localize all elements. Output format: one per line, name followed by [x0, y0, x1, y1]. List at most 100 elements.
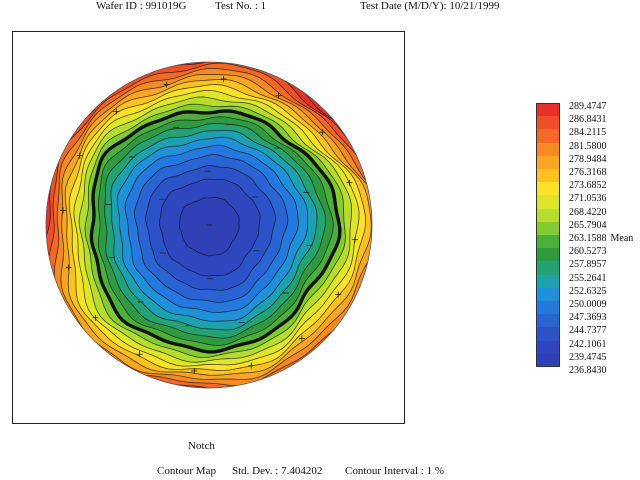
legend-level-row: 252.6325 — [536, 285, 636, 298]
contour-line — [178, 196, 240, 257]
legend-level-row: 255.2641 — [536, 273, 636, 285]
legend-level-label: 265.7904 — [569, 219, 607, 231]
legend-level-row: 242.1061 — [536, 338, 636, 351]
legend-swatch — [536, 353, 560, 368]
legend-level-row: 236.8430 — [536, 365, 636, 377]
legend-swatch — [536, 235, 560, 249]
contour-line — [53, 67, 372, 387]
legend-level-label: 271.0536 — [569, 193, 607, 205]
legend-mean-label: Mean — [610, 233, 634, 244]
legend-level-row: 281.5800 — [536, 140, 636, 153]
legend-level-row: 260.5273 — [536, 246, 636, 258]
legend-level-row: 289.4747 — [536, 101, 636, 113]
site-marker-plus — [76, 152, 83, 159]
contour-line — [133, 154, 289, 303]
contour-line — [73, 89, 360, 367]
legend-swatch — [536, 340, 560, 355]
legend-level-row: 278.9484 — [536, 153, 636, 166]
legend-level-row: 273.6852 — [536, 180, 636, 192]
site-marker-plus — [92, 314, 99, 321]
legend-level-label: 239.4745 — [569, 351, 607, 363]
contour-bands — [46, 62, 372, 388]
legend-level-label: 247.3693 — [569, 312, 607, 324]
legend-level-label: 252.6325 — [569, 285, 607, 297]
legend-level-label: 263.1588 Mean — [569, 233, 634, 244]
site-marker-plus — [248, 362, 255, 369]
legend-swatch — [536, 182, 560, 196]
legend-level-label: 284.2115 — [569, 127, 607, 139]
legend-level-label: 257.8957 — [569, 259, 607, 271]
contour-map-plot — [12, 31, 405, 424]
notch-label: Notch — [188, 440, 215, 452]
contour-line — [84, 103, 346, 359]
site-marker-plus — [65, 264, 72, 271]
std-dev-label: Std. Dev. : 7.404202 — [232, 465, 323, 477]
legend-level-label: 250.0009 — [569, 299, 607, 310]
legend-swatch — [536, 248, 560, 262]
site-marker-plus — [163, 81, 170, 88]
contour-line — [159, 178, 261, 277]
site-marker-plus — [319, 129, 326, 136]
contour-line — [64, 79, 372, 376]
map-type-label: Contour Map — [157, 465, 216, 477]
legend-swatch — [536, 142, 560, 157]
legend-level-label: 260.5273 — [569, 246, 607, 258]
legend-level-row: 244.7377 — [536, 325, 636, 337]
measurement-markers — [45, 61, 373, 389]
contour-line — [78, 96, 353, 363]
legend-level-row: 250.0009 — [536, 299, 636, 311]
site-marker-plus — [136, 351, 143, 358]
legend-swatch — [536, 261, 560, 276]
site-marker-plus — [191, 367, 198, 374]
site-marker-plus — [346, 179, 353, 186]
legend-level-label: 278.9484 — [569, 153, 607, 165]
wafer-contour-svg — [45, 61, 373, 389]
test-number-label: Test No. : 1 — [215, 0, 267, 12]
legend-level-label: 268.4220 — [569, 206, 607, 218]
legend-level-label: 273.6852 — [569, 180, 607, 192]
legend-level-row: 239.4745 — [536, 351, 636, 364]
legend-level-row: 247.3693 — [536, 312, 636, 324]
legend-level-label: 236.8430 — [569, 365, 607, 376]
site-marker-plus — [335, 291, 342, 298]
legend-level-row: 276.3168 — [536, 167, 636, 179]
legend-swatch — [536, 208, 560, 223]
site-marker-plus — [351, 236, 358, 243]
legend-swatch — [536, 116, 560, 130]
site-marker-plus — [113, 108, 120, 115]
legend-swatch — [536, 314, 560, 328]
contour-line — [116, 136, 309, 322]
legend-swatch — [536, 169, 560, 183]
legend-level-row: 286.8431 — [536, 114, 636, 126]
contour-line — [97, 116, 334, 346]
contour-interval-label: Contour Interval : 1 % — [345, 465, 444, 477]
legend-level-label: 242.1061 — [569, 338, 607, 350]
legend-swatch — [536, 103, 560, 117]
test-date-label: Test Date (M/D/Y): 10/21/1999 — [360, 0, 500, 12]
contour-line — [104, 122, 327, 339]
legend-level-label: 276.3168 — [569, 167, 607, 178]
legend-level-label: 286.8431 — [569, 114, 607, 126]
legend-level-row: 265.7904 — [536, 219, 636, 232]
legend-swatch — [536, 195, 560, 210]
legend-swatch — [536, 155, 560, 170]
wafer-outline — [45, 61, 373, 389]
contour-band — [179, 197, 240, 256]
legend-level-row: 271.0536 — [536, 193, 636, 205]
site-marker-plus — [298, 335, 305, 342]
legend-level-label: 281.5800 — [569, 140, 607, 152]
mean-contour-line — [89, 109, 342, 354]
contour-line — [60, 73, 372, 380]
legend-level-row: 268.4220 — [536, 206, 636, 219]
contour-line — [68, 84, 366, 371]
legend-swatch — [536, 221, 560, 236]
contour-lines — [46, 62, 372, 388]
site-marker-plus — [275, 92, 282, 99]
contour-line — [110, 130, 318, 331]
legend-swatch — [536, 327, 560, 342]
wafer-id-label: Wafer ID : 991019G — [96, 0, 187, 12]
legend-swatch — [536, 287, 560, 302]
contour-line — [124, 144, 299, 313]
legend-level-row: 257.8957 — [536, 259, 636, 271]
legend-swatch — [536, 129, 560, 144]
